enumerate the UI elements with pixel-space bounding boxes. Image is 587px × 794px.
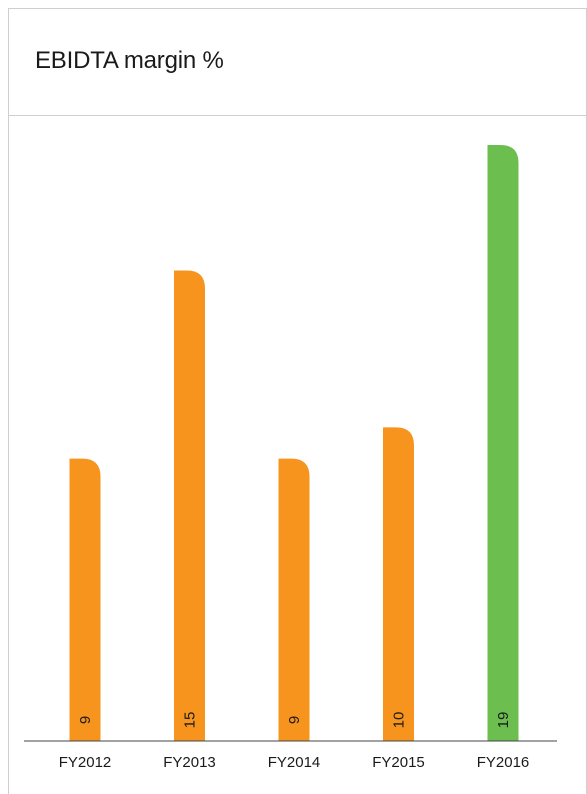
x-tick-label-fy2014: FY2014 <box>268 754 321 771</box>
x-tick-labels-group: FY2012 FY2013 FY2014 FY2015 FY2016 <box>59 754 530 771</box>
data-label-fy2013: 15 <box>182 712 199 729</box>
data-label-fy2015: 10 <box>391 712 408 729</box>
chart-header: EBIDTA margin % <box>9 9 586 116</box>
data-label-fy2012: 9 <box>77 716 94 724</box>
bar-fy2015 <box>383 427 414 741</box>
x-tick-label-fy2016: FY2016 <box>477 754 530 771</box>
bar-fy2012 <box>69 458 101 741</box>
bar-fy2014 <box>278 458 310 741</box>
chart-title: EBIDTA margin % <box>35 47 224 74</box>
bar-fy2016 <box>487 145 519 741</box>
data-label-fy2014: 9 <box>286 716 303 724</box>
x-tick-label-fy2013: FY2013 <box>163 754 216 771</box>
x-tick-label-fy2015: FY2015 <box>372 754 425 771</box>
bars-group <box>69 145 519 741</box>
data-label-fy2016: 19 <box>495 712 512 729</box>
data-labels-group: 9 15 9 10 19 <box>77 712 512 729</box>
bar-fy2013 <box>174 270 205 741</box>
x-tick-label-fy2012: FY2012 <box>59 754 112 771</box>
